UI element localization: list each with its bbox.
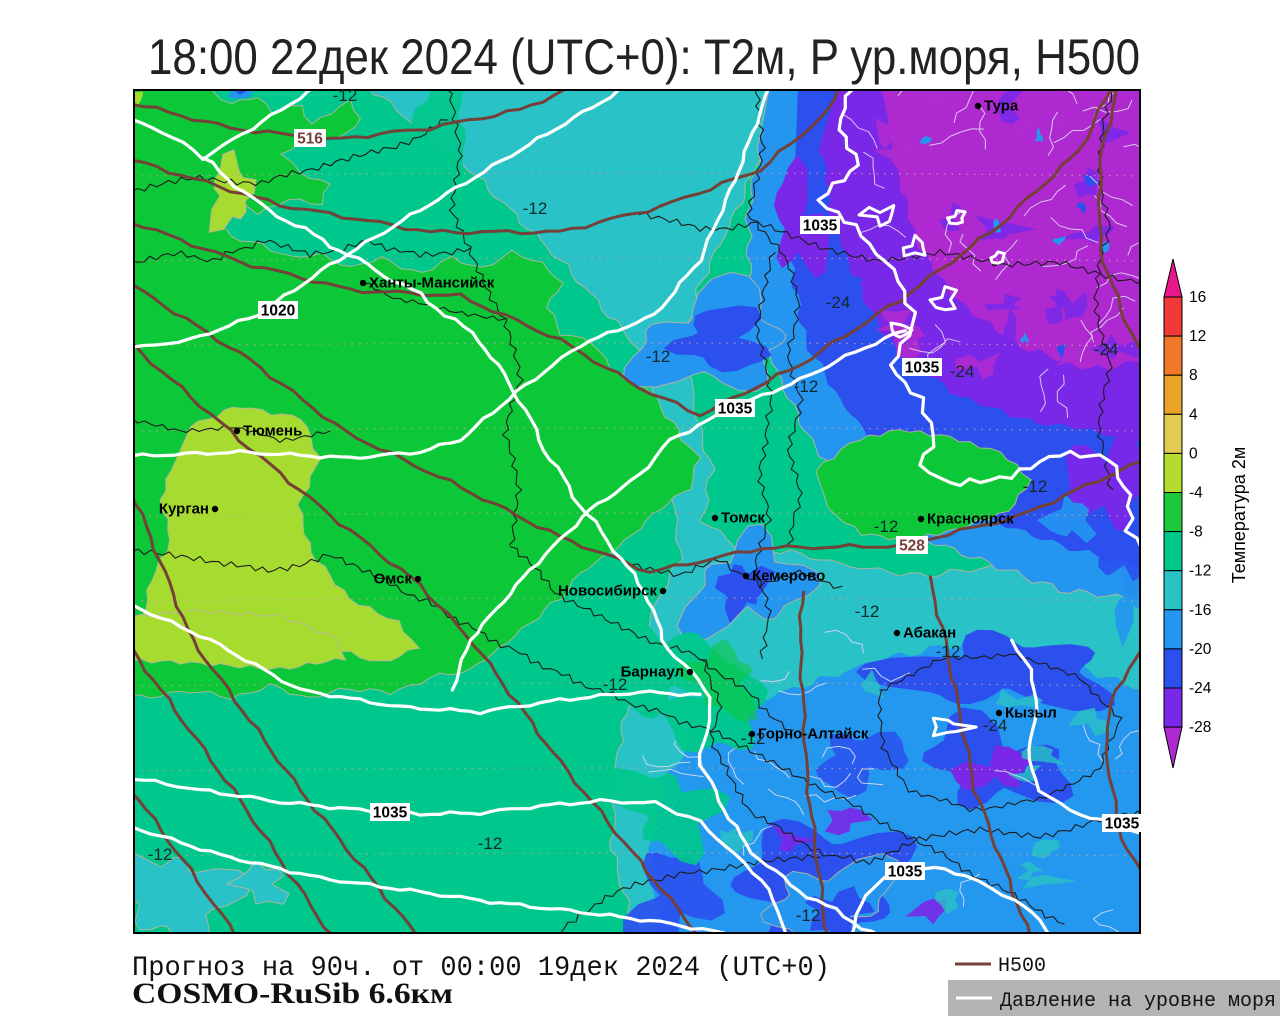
svg-text:1020: 1020	[261, 303, 295, 320]
svg-text:-24: -24	[950, 362, 975, 381]
svg-text:-12: -12	[603, 675, 628, 694]
svg-text:-12: -12	[333, 86, 358, 105]
svg-text:-8: -8	[1189, 524, 1203, 541]
svg-text:Омск: Омск	[374, 571, 413, 588]
svg-text:Барнаул: Барнаул	[621, 664, 684, 681]
svg-text:COSMO-RuSib 6.6км: COSMO-RuSib 6.6км	[132, 977, 453, 1010]
svg-text:Томск: Томск	[721, 510, 765, 527]
svg-text:-12: -12	[148, 845, 173, 864]
svg-text:-28: -28	[1189, 719, 1211, 736]
svg-text:18:00 22дек 2024 (UTC+0): Т2м,: 18:00 22дек 2024 (UTC+0): Т2м, P ур.моря…	[148, 29, 1140, 85]
svg-text:-12: -12	[796, 906, 821, 925]
svg-text:-12: -12	[646, 347, 671, 366]
svg-text:1035: 1035	[1105, 816, 1140, 833]
svg-text:-12: -12	[874, 517, 899, 536]
svg-text:Новосибирск: Новосибирск	[558, 583, 658, 600]
svg-text:Тюмень: Тюмень	[243, 423, 302, 440]
svg-text:Абакан: Абакан	[903, 625, 956, 642]
svg-text:-12: -12	[855, 602, 880, 621]
svg-text:H500: H500	[998, 955, 1046, 978]
svg-text:4: 4	[1189, 406, 1198, 423]
svg-text:Давление на уровне моря: Давление на уровне моря	[1000, 990, 1276, 1013]
svg-text:Кызыл: Кызыл	[1005, 705, 1057, 722]
svg-text:1035: 1035	[803, 218, 838, 235]
svg-text:-16: -16	[1189, 602, 1211, 619]
svg-text:1035: 1035	[905, 360, 940, 377]
svg-text:Кемерово: Кемерово	[752, 568, 825, 585]
svg-text:Прогноз на 90ч. от 00:00 19дек: Прогноз на 90ч. от 00:00 19дек 2024 (UTC…	[132, 953, 830, 984]
svg-text:-12: -12	[936, 642, 961, 661]
svg-text:1035: 1035	[888, 864, 923, 881]
svg-text:0: 0	[1189, 445, 1198, 462]
svg-text:-12: -12	[523, 199, 548, 218]
svg-text:Ханты-Мансийск: Ханты-Мансийск	[369, 275, 495, 292]
svg-text:8: 8	[1189, 367, 1198, 384]
svg-text:Курган: Курган	[159, 501, 209, 518]
svg-text:-24: -24	[826, 293, 851, 312]
svg-text:1035: 1035	[373, 805, 408, 822]
svg-text:1035: 1035	[718, 401, 753, 418]
svg-text:-24: -24	[1189, 680, 1212, 697]
svg-text:16: 16	[1189, 289, 1206, 306]
svg-text:-20: -20	[1189, 641, 1212, 658]
svg-text:-12: -12	[1189, 563, 1211, 580]
svg-text:Температура 2м: Температура 2м	[1229, 447, 1249, 583]
svg-text:-12: -12	[478, 834, 503, 853]
svg-text:Тура: Тура	[984, 98, 1019, 115]
svg-text:-12: -12	[741, 729, 766, 748]
svg-text:-12: -12	[794, 377, 819, 396]
svg-text:Горно-Алтайск: Горно-Алтайск	[758, 726, 869, 743]
svg-text:-24: -24	[1094, 340, 1119, 359]
svg-text:516: 516	[297, 131, 323, 148]
svg-text:-24: -24	[983, 716, 1008, 735]
svg-text:528: 528	[899, 538, 925, 555]
svg-text:-4: -4	[1189, 485, 1203, 502]
svg-text:12: 12	[1189, 328, 1206, 345]
svg-text:-12: -12	[1023, 477, 1048, 496]
svg-text:Красноярск: Красноярск	[927, 511, 1014, 528]
